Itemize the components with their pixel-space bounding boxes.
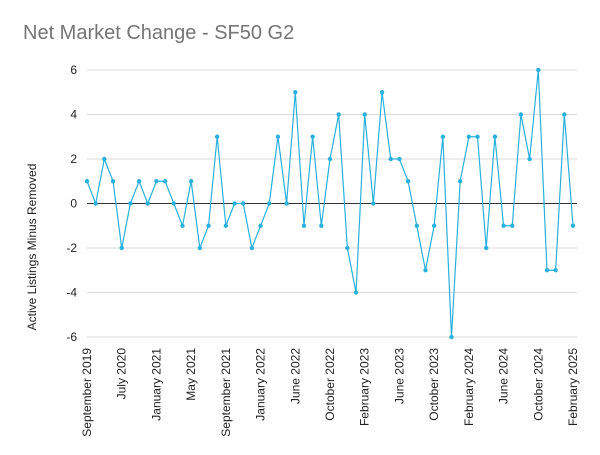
data-point	[171, 201, 176, 206]
y-axis-ticks: -6 -4 -2 0 2 4 6	[66, 63, 77, 344]
x-tick-label: July 2020	[115, 348, 129, 400]
x-tick-label: February 2025	[566, 348, 580, 426]
data-point	[423, 268, 428, 273]
x-tick-label: September 2019	[80, 348, 94, 437]
series-group	[84, 67, 576, 340]
data-point	[379, 90, 385, 95]
data-point	[258, 223, 263, 228]
data-point	[284, 201, 289, 206]
data-point	[145, 201, 150, 206]
x-tick-label: June 2023	[392, 348, 406, 404]
data-point	[119, 245, 124, 251]
y-tick-label: 2	[70, 152, 77, 166]
data-point	[154, 179, 159, 184]
data-point	[431, 223, 437, 228]
data-point	[102, 156, 107, 162]
data-point	[319, 223, 324, 228]
x-tick-label: June 2022	[288, 348, 302, 404]
data-point	[518, 112, 524, 117]
data-point	[440, 134, 446, 139]
y-axis-title: Active Listings Minus Removed	[25, 164, 39, 331]
data-point	[206, 223, 211, 228]
data-point	[241, 201, 246, 206]
data-point	[232, 201, 237, 206]
x-tick-label: January 2022	[254, 348, 268, 421]
data-point	[136, 179, 142, 184]
data-point	[562, 112, 567, 117]
data-point	[293, 90, 298, 95]
data-point	[197, 245, 203, 251]
data-point	[180, 223, 185, 228]
data-point	[388, 156, 393, 162]
x-axis-ticks: September 2019 July 2020 January 2021 May 2…	[80, 348, 580, 437]
chart-title: Net Market Change - SF50 G2	[23, 22, 295, 44]
y-tick-label: -6	[66, 330, 77, 344]
data-point	[162, 179, 168, 184]
data-point	[249, 245, 255, 251]
data-point	[336, 112, 341, 117]
y-tick-label: 4	[70, 108, 77, 122]
data-point	[371, 201, 376, 206]
data-point	[310, 134, 315, 139]
data-point	[475, 134, 480, 139]
data-point	[188, 179, 194, 184]
data-point	[492, 134, 498, 139]
x-tick-label: February 2024	[462, 348, 476, 426]
data-point	[414, 223, 419, 228]
x-tick-label: October 2024	[531, 348, 545, 421]
data-point	[214, 134, 220, 139]
data-point	[267, 201, 272, 206]
x-tick-label: October 2022	[323, 348, 337, 421]
y-tick-label: -4	[66, 286, 77, 300]
y-tick-label: -2	[66, 241, 77, 255]
data-point	[93, 201, 98, 206]
data-point	[484, 245, 489, 251]
data-point	[536, 67, 541, 73]
x-tick-label: September 2021	[219, 348, 233, 437]
data-point	[570, 223, 576, 228]
data-point	[128, 201, 133, 206]
x-tick-label: May 2021	[184, 348, 198, 401]
data-point	[449, 334, 454, 340]
data-point	[397, 156, 402, 162]
y-tick-label: 6	[70, 63, 77, 77]
data-point	[510, 223, 515, 228]
x-tick-label: October 2023	[427, 348, 441, 421]
x-tick-label: January 2021	[149, 348, 163, 421]
data-point	[362, 112, 367, 117]
data-point	[527, 156, 532, 162]
data-point	[301, 223, 307, 228]
data-point	[553, 268, 558, 273]
data-point	[84, 179, 90, 184]
x-tick-label: June 2024	[497, 348, 511, 404]
data-point	[405, 179, 411, 184]
data-point	[544, 268, 550, 273]
data-point	[110, 179, 116, 184]
x-tick-label: February 2023	[358, 348, 372, 426]
y-tick-label: 0	[70, 197, 77, 211]
data-point	[457, 179, 463, 184]
data-point	[501, 223, 506, 228]
data-point	[466, 134, 472, 139]
data-point	[353, 290, 359, 295]
data-point	[345, 245, 350, 251]
data-point	[223, 223, 229, 228]
data-point	[275, 134, 281, 139]
grid-lines	[87, 69, 577, 338]
data-point	[327, 156, 333, 162]
